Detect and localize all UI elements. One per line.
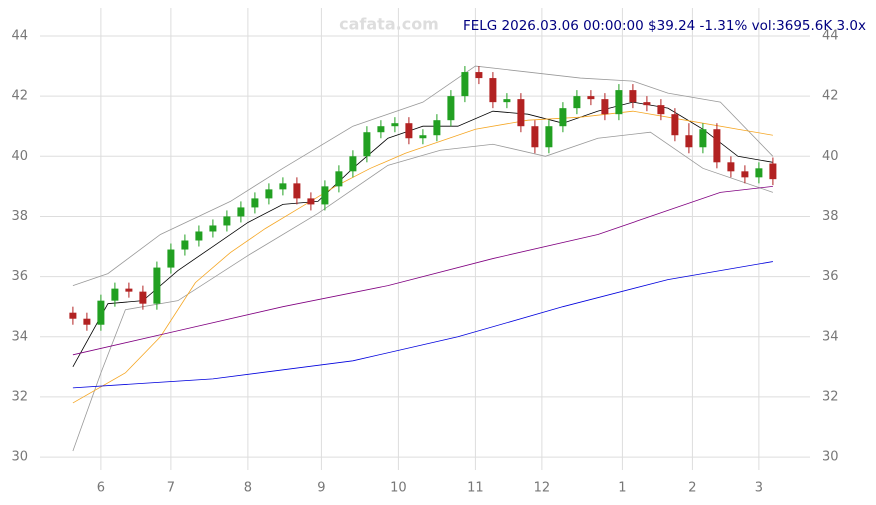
candle-body [167,249,175,268]
y-tick-label: 40 [822,149,839,164]
candle-body [391,123,399,127]
candle-body [671,114,679,136]
x-tick-label: 7 [167,481,175,496]
candle-body [517,99,525,127]
candle-body [279,183,287,190]
candle-body [573,96,581,109]
x-tick-label: 11 [467,481,484,496]
indicator-line [72,110,773,404]
y-tick-label: 32 [822,389,839,404]
candle-body [615,90,623,115]
candle-body [265,189,273,199]
candle-body [363,132,371,157]
candle-body [251,198,259,208]
candle-body [377,126,385,133]
candle-body [629,90,637,103]
candle-body [125,288,133,292]
candle-body [713,129,721,163]
candle-body [83,318,91,325]
candle-body [293,183,301,199]
candle-body [433,120,441,136]
x-tick-label: 3 [755,481,763,496]
candle-body [755,168,763,178]
candle-body [349,156,357,172]
candle-body [545,126,553,148]
y-tick-label: 32 [11,389,28,404]
y-tick-label: 34 [11,329,28,344]
candle-body [461,72,469,97]
x-tick-label: 8 [244,481,252,496]
candle-body [657,105,665,115]
candle-body [209,225,217,232]
y-tick-label: 42 [822,89,839,104]
x-tick-label: 1 [618,481,626,496]
y-tick-label: 36 [11,269,28,284]
candle-body [307,198,315,205]
candle-body [237,207,245,217]
indicator-line [72,131,774,452]
candle-body [769,163,777,180]
y-tick-label: 36 [822,269,839,284]
candle-body [503,99,511,103]
candle-body [601,99,609,115]
candle-body [195,231,203,241]
y-tick-label: 38 [822,209,839,224]
x-tick-label: 2 [688,481,696,496]
candle-body [727,162,735,172]
candle-body [223,216,231,226]
y-tick-label: 30 [11,450,28,465]
candle-body [405,123,413,139]
candle-body [699,129,707,148]
y-tick-label: 30 [822,450,839,465]
candle-body [321,186,329,205]
x-tick-label: 10 [390,481,407,496]
indicator-line [72,261,773,389]
y-tick-label: 38 [11,209,28,224]
candle-body [419,135,427,139]
candle-body [531,126,539,148]
candle-body [587,96,595,100]
watermark: cafata.com [339,15,439,34]
y-tick-label: 34 [822,329,839,344]
indicator-line [72,101,773,368]
chart-title: FELG 2026.03.06 00:00:00 $39.24 -1.31% v… [463,18,866,34]
candle-body [741,171,749,178]
x-tick-label: 12 [534,481,551,496]
indicator-line [72,185,773,356]
candle-body [643,102,651,106]
candle-body [685,135,693,148]
candle-body [475,72,483,79]
candle-body [111,288,119,301]
candle-body [335,171,343,187]
y-tick-label: 44 [822,28,839,43]
y-tick-label: 42 [11,89,28,104]
candle-body [97,300,105,325]
x-tick-label: 9 [317,481,325,496]
y-tick-label: 40 [11,149,28,164]
candle-body [489,78,497,103]
candle-body [153,267,161,304]
candle-body [139,291,147,304]
y-tick-label: 44 [11,28,28,43]
candle-body [181,240,189,250]
candle-body [69,312,77,319]
candle-body [447,96,455,121]
indicator-line [72,65,774,286]
candle-body [559,108,567,127]
x-tick-label: 6 [97,481,105,496]
